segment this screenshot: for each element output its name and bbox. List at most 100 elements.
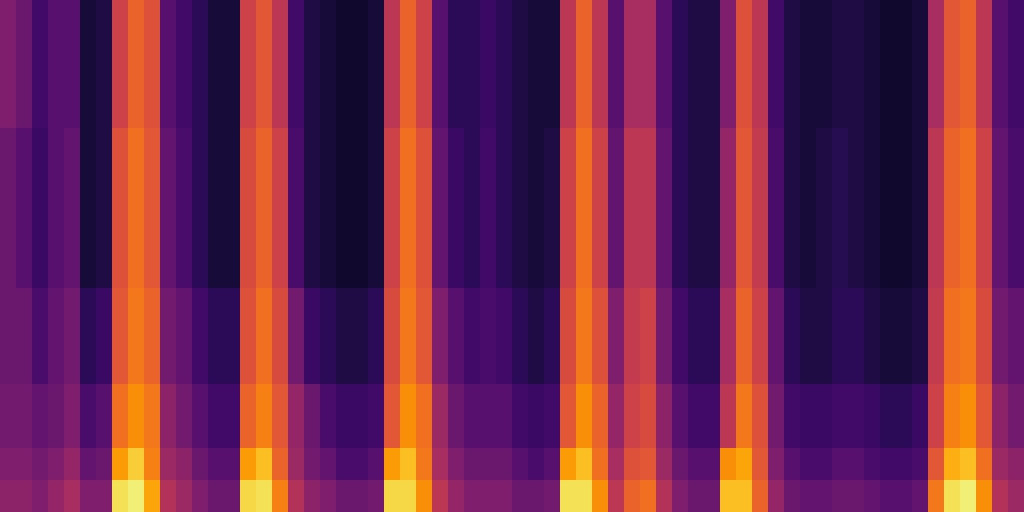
cell bbox=[736, 448, 753, 481]
cell bbox=[208, 32, 225, 65]
cell bbox=[720, 160, 737, 193]
cell bbox=[880, 128, 897, 161]
cell bbox=[384, 352, 401, 385]
cell bbox=[448, 448, 465, 481]
cell bbox=[736, 128, 753, 161]
cell bbox=[864, 288, 881, 321]
cell bbox=[832, 384, 849, 417]
cell bbox=[736, 0, 753, 33]
cell bbox=[80, 384, 97, 417]
cell bbox=[592, 96, 609, 129]
cell bbox=[32, 96, 49, 129]
cell bbox=[400, 320, 417, 353]
cell bbox=[1008, 288, 1024, 321]
cell bbox=[976, 64, 993, 97]
cell bbox=[848, 448, 865, 481]
cell bbox=[512, 64, 529, 97]
cell bbox=[672, 32, 689, 65]
cell bbox=[560, 448, 577, 481]
cell bbox=[144, 256, 161, 289]
cell bbox=[560, 256, 577, 289]
cell bbox=[640, 192, 657, 225]
cell bbox=[944, 320, 961, 353]
cell bbox=[336, 352, 353, 385]
cell bbox=[976, 96, 993, 129]
cell bbox=[864, 64, 881, 97]
cell bbox=[336, 96, 353, 129]
cell bbox=[256, 480, 273, 512]
cell bbox=[304, 64, 321, 97]
cell bbox=[352, 256, 369, 289]
cell bbox=[336, 32, 353, 65]
cell bbox=[896, 256, 913, 289]
cell bbox=[384, 256, 401, 289]
cell bbox=[48, 416, 65, 449]
cell bbox=[32, 128, 49, 161]
cell bbox=[1008, 96, 1024, 129]
cell bbox=[16, 416, 33, 449]
cell bbox=[480, 288, 497, 321]
cell bbox=[48, 32, 65, 65]
cell bbox=[928, 256, 945, 289]
cell bbox=[1008, 32, 1024, 65]
cell bbox=[448, 384, 465, 417]
cell bbox=[320, 256, 337, 289]
cell bbox=[688, 256, 705, 289]
cell bbox=[352, 192, 369, 225]
cell bbox=[800, 416, 817, 449]
cell bbox=[528, 224, 545, 257]
cell bbox=[688, 64, 705, 97]
cell bbox=[352, 288, 369, 321]
cell bbox=[16, 64, 33, 97]
cell bbox=[592, 32, 609, 65]
cell bbox=[464, 32, 481, 65]
cell bbox=[96, 128, 113, 161]
cell bbox=[576, 256, 593, 289]
cell bbox=[720, 320, 737, 353]
cell bbox=[928, 32, 945, 65]
cell bbox=[896, 64, 913, 97]
cell bbox=[880, 448, 897, 481]
cell bbox=[112, 224, 129, 257]
cell bbox=[512, 384, 529, 417]
cell bbox=[272, 192, 289, 225]
cell bbox=[944, 352, 961, 385]
cell bbox=[96, 480, 113, 512]
cell bbox=[656, 128, 673, 161]
cell bbox=[736, 192, 753, 225]
cell bbox=[928, 96, 945, 129]
cell bbox=[448, 352, 465, 385]
cell bbox=[0, 128, 17, 161]
cell bbox=[832, 160, 849, 193]
cell bbox=[48, 384, 65, 417]
cell bbox=[320, 352, 337, 385]
cell bbox=[880, 160, 897, 193]
cell bbox=[656, 96, 673, 129]
cell bbox=[624, 96, 641, 129]
cell bbox=[208, 480, 225, 512]
cell bbox=[256, 96, 273, 129]
cell bbox=[64, 288, 81, 321]
cell bbox=[880, 288, 897, 321]
cell bbox=[880, 384, 897, 417]
cell bbox=[432, 96, 449, 129]
cell bbox=[800, 0, 817, 33]
cell bbox=[64, 64, 81, 97]
cell bbox=[128, 96, 145, 129]
cell bbox=[752, 480, 769, 512]
cell bbox=[496, 288, 513, 321]
cell bbox=[640, 384, 657, 417]
cell bbox=[496, 448, 513, 481]
cell bbox=[544, 384, 561, 417]
cell bbox=[896, 352, 913, 385]
cell bbox=[656, 64, 673, 97]
cell bbox=[576, 384, 593, 417]
cell bbox=[816, 64, 833, 97]
cell bbox=[992, 32, 1009, 65]
cell bbox=[288, 64, 305, 97]
cell bbox=[160, 192, 177, 225]
cell bbox=[928, 352, 945, 385]
cell bbox=[512, 96, 529, 129]
cell bbox=[896, 480, 913, 512]
cell bbox=[176, 160, 193, 193]
